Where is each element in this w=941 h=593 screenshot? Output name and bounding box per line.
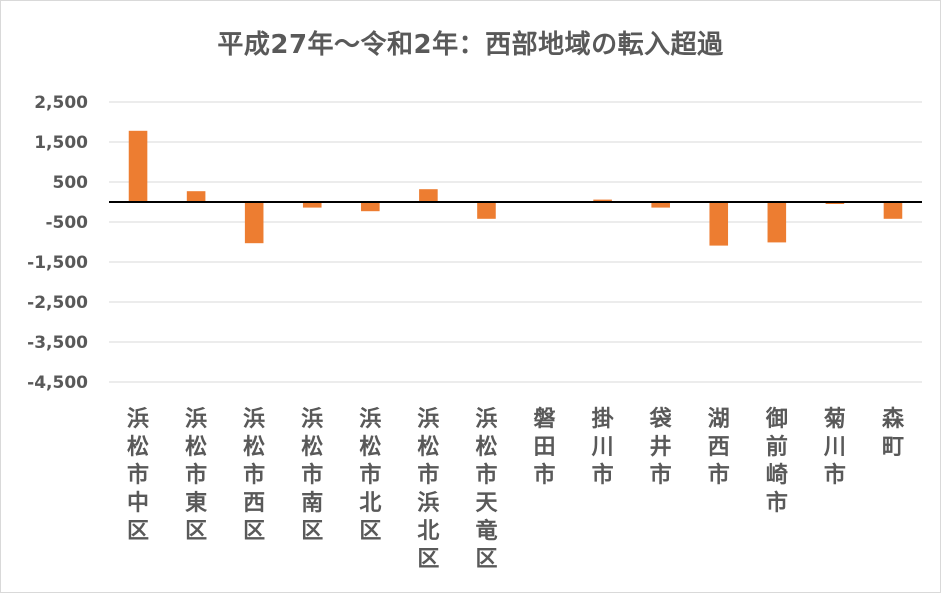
x-tick-label: 御前崎市 [765, 406, 788, 516]
y-tick-label: -1,500 [27, 253, 88, 273]
x-tick-label: 湖西市 [708, 407, 730, 488]
x-tick-label: 浜松市中区 [127, 407, 149, 544]
y-tick-label: -4,500 [27, 373, 88, 393]
x-tick-label: 掛川市 [591, 407, 614, 488]
y-tick-label: 1,500 [34, 133, 88, 153]
bar [709, 202, 729, 246]
bar [767, 202, 787, 243]
y-tick-label: 2,500 [34, 93, 88, 113]
x-tick-label: 浜松市西区 [243, 407, 265, 544]
x-tick-label: 磐田市 [534, 406, 556, 488]
bar [651, 202, 670, 208]
x-tick-label: 浜松市北区 [359, 407, 381, 544]
y-tick-label: -2,500 [27, 293, 88, 313]
bar [128, 130, 148, 202]
y-tick-label: 500 [53, 173, 89, 193]
x-tick-label: 森町 [882, 406, 905, 460]
x-tick-label: 浜松市南区 [301, 407, 323, 544]
bar [302, 202, 322, 208]
bar [883, 202, 903, 219]
x-tick-label: 浜松市天竜区 [475, 407, 498, 572]
x-tick-label: 浜松市浜北区 [417, 407, 439, 572]
bar [593, 199, 612, 202]
bar [477, 202, 496, 219]
bar [419, 189, 438, 202]
bar [244, 202, 264, 244]
y-tick-label: -3,500 [27, 333, 88, 353]
bar [186, 191, 206, 202]
gridlines [109, 101, 922, 383]
y-axis-tick-labels: 2,500 1,500 500 -500 -1,500 -2,500 -3,500 -4,50… [27, 93, 88, 393]
bar [361, 202, 380, 212]
bars [128, 130, 903, 246]
chart-title: 平成27年～令和2年：西部地域の転入超過 [217, 30, 724, 60]
x-tick-label: 袋井市 [649, 406, 673, 488]
x-tick-label: 菊川市 [823, 407, 846, 488]
x-axis-category-labels: 浜松市中区 浜松市東区 浜松市西区 浜松市南区 浜松市北区 浜松市浜北区 浜松市天竜区 磐田市… [127, 406, 905, 572]
y-tick-label: -500 [45, 213, 88, 233]
x-tick-label: 浜松市東区 [185, 407, 207, 544]
